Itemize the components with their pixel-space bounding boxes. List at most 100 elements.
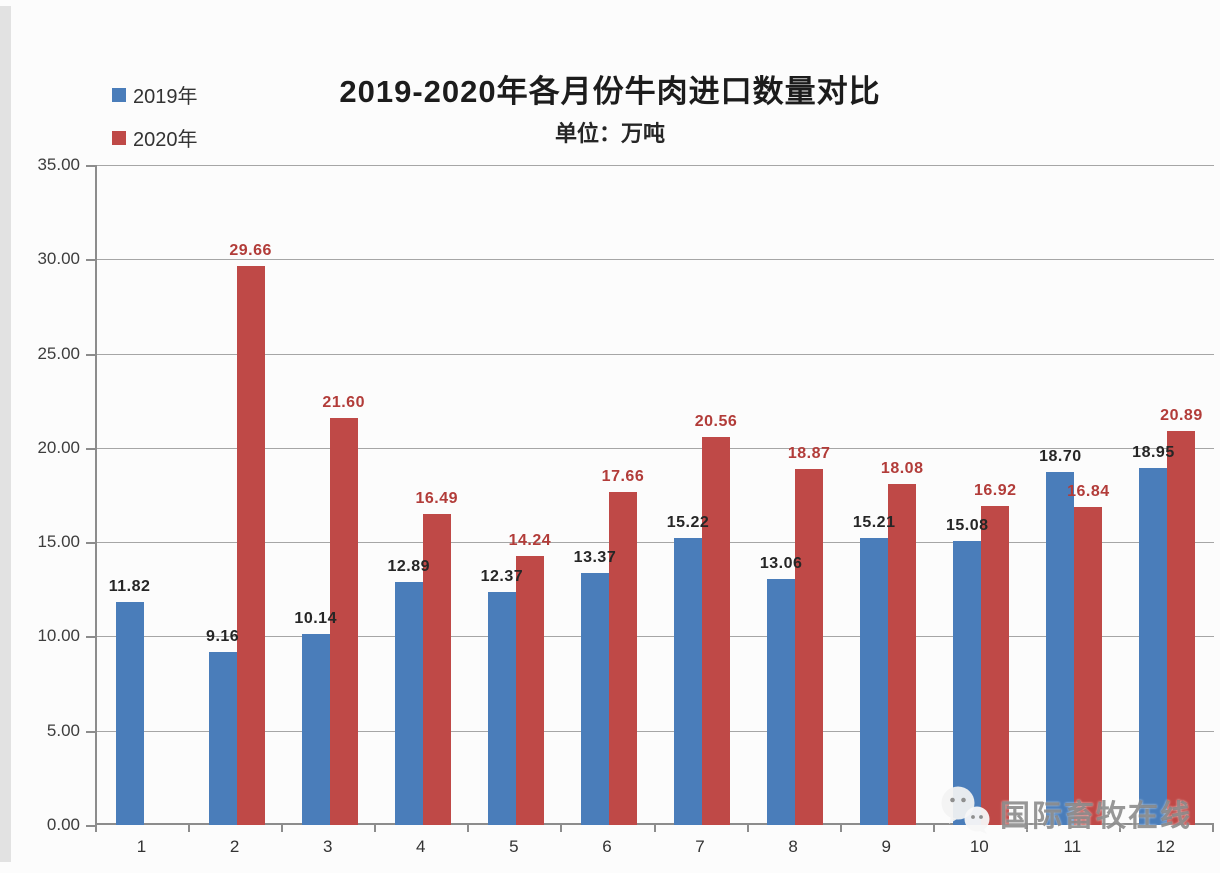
value-label: 9.16 [206, 628, 240, 646]
value-label: 18.08 [880, 460, 924, 478]
x-tick-label: 2 [229, 837, 240, 856]
x-axis-tick [95, 825, 97, 832]
value-label: 16.84 [1067, 483, 1110, 501]
x-axis-tick [1118, 825, 1121, 832]
legend-label-2020: 2020年 [133, 129, 198, 151]
bar-2019-month-1 [115, 602, 144, 825]
value-label: 20.56 [694, 413, 738, 431]
x-tick-label: 8 [788, 837, 798, 856]
x-axis-tick [281, 825, 284, 832]
bar-2019-month-12 [1139, 467, 1168, 825]
bar-2019-month-2 [208, 652, 237, 825]
wechat-icon [938, 784, 994, 841]
value-label: 10.14 [294, 609, 337, 627]
x-tick-label: 5 [509, 837, 519, 856]
bar-2020-month-8 [795, 469, 824, 825]
x-tick-label: 9 [881, 837, 891, 856]
gridline [97, 542, 1214, 544]
value-label: 15.08 [946, 516, 989, 534]
watermark-text: 国际畜牧在线 [1000, 799, 1192, 833]
bar-2020-month-7 [702, 437, 731, 825]
legend-swatch-2020-icon [112, 130, 126, 145]
x-axis-tick [560, 825, 563, 832]
y-tick-label: 35.00 [37, 155, 80, 174]
value-label: 15.21 [852, 514, 896, 532]
x-tick-label: 6 [602, 837, 612, 856]
gridline [97, 447, 1214, 449]
legend-label-2019: 2019年 [133, 86, 198, 108]
x-tick-label: 3 [322, 837, 333, 856]
plot-area: 11.82 9.16 29.66 10.14 21.60 12.89 16.49 12.37 1… [95, 165, 1214, 825]
bar-2020-month-12 [1167, 431, 1196, 825]
x-axis-line [95, 823, 1214, 825]
gridline [97, 259, 1214, 261]
legend-item-2020: 2020年 [112, 123, 198, 152]
bar-2020-month-10 [981, 505, 1010, 825]
value-label: 20.89 [1160, 407, 1203, 425]
x-tick-label: 1 [136, 837, 147, 856]
legend: 2019年 2020年 [112, 80, 198, 152]
bar-2020-month-4 [422, 514, 451, 825]
value-label: 11.82 [108, 578, 151, 596]
chart-subtitle: 单位：万吨 [554, 121, 665, 146]
bar-2019-month-7 [674, 537, 703, 825]
value-label: 15.22 [666, 513, 710, 531]
bar-2020-month-9 [888, 484, 917, 825]
x-axis-tick [1025, 825, 1028, 832]
x-axis-tick [653, 825, 656, 832]
value-label: 12.89 [387, 557, 431, 575]
bar-2019-month-11 [1046, 472, 1075, 825]
value-label: 18.70 [1039, 448, 1082, 466]
y-tick-label: 10.00 [37, 626, 80, 646]
y-axis-tick [86, 447, 95, 450]
y-axis-tick [86, 353, 95, 356]
legend-item-2019: 2019年 [112, 80, 198, 109]
bar-2019-month-9 [860, 538, 889, 825]
value-label: 18.95 [1132, 443, 1175, 461]
chart-title: 2019-2020年各月份牛肉进口数量对比 [339, 74, 881, 109]
x-axis-tick [1212, 825, 1214, 832]
y-tick-label: 25.00 [37, 343, 80, 363]
y-tick-label: 15.00 [37, 532, 80, 552]
bar-2019-month-4 [394, 581, 423, 825]
gridline [97, 353, 1214, 355]
y-axis-tick [86, 825, 95, 827]
value-label: 21.60 [322, 393, 365, 411]
y-tick-label: 0.00 [46, 815, 80, 834]
bar-2019-month-6 [580, 572, 609, 825]
x-axis-tick [467, 825, 470, 832]
value-label: 17.66 [601, 467, 645, 485]
value-label: 12.37 [480, 567, 524, 585]
x-tick-label: 12 [1155, 837, 1175, 856]
bar-2019-month-10 [953, 540, 982, 825]
x-axis-tick [188, 825, 191, 832]
y-tick-label: 20.00 [37, 437, 80, 457]
bar-2019-month-3 [301, 633, 330, 825]
y-axis-tick [86, 165, 95, 167]
x-axis-tick [839, 825, 842, 832]
value-label: 13.06 [759, 554, 803, 572]
legend-swatch-2019-icon [112, 87, 126, 102]
x-axis-tick [746, 825, 749, 832]
y-axis-tick [86, 259, 95, 262]
gridline [97, 165, 1214, 166]
bar-2020-month-11 [1074, 507, 1103, 825]
x-tick-label: 10 [969, 837, 989, 856]
bar-2020-month-3 [329, 417, 358, 825]
y-tick-label: 5.00 [46, 720, 80, 740]
gridline [97, 636, 1214, 638]
bar-2020-month-6 [608, 491, 637, 825]
value-label: 14.24 [508, 532, 552, 550]
x-tick-label: 4 [416, 837, 426, 856]
x-tick-label: 11 [1063, 837, 1082, 856]
value-label: 13.37 [573, 548, 617, 566]
value-label: 18.87 [787, 445, 831, 463]
gridline [97, 730, 1214, 732]
value-label: 16.92 [974, 481, 1017, 499]
y-axis-tick [86, 730, 95, 733]
y-axis-tick [86, 542, 95, 545]
bar-2020-month-5 [515, 556, 544, 825]
scan-edge-artifact [0, 6, 11, 862]
bar-2019-month-5 [487, 591, 516, 825]
